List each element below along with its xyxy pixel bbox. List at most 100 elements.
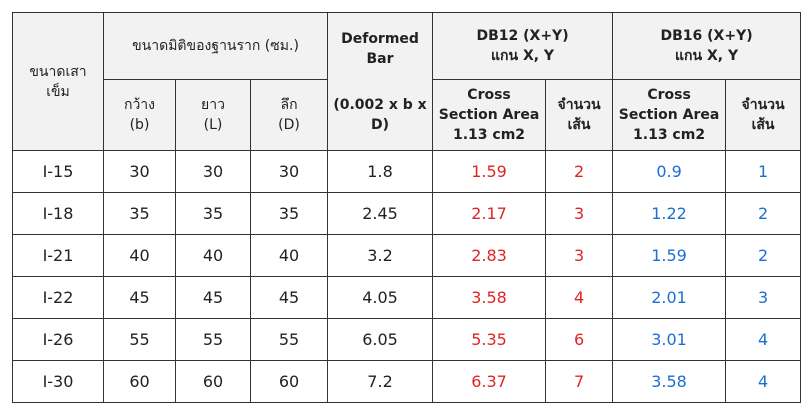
header-line: กว้าง xyxy=(123,97,156,113)
header-line: (D) xyxy=(278,117,300,133)
cell: 3.01 xyxy=(612,318,727,361)
header-cell: Deformed Bar (0.002 x b x D) xyxy=(327,12,434,151)
cell: 55 xyxy=(175,318,251,361)
header-line: ยาว xyxy=(201,97,225,113)
cell: 2 xyxy=(545,150,614,193)
header-cell: ขนาดมิติของฐานราก (ซม.) xyxy=(102,12,329,80)
header-cell: DB16 (X+Y) แกน X, Y xyxy=(612,12,802,80)
cell: 6.37 xyxy=(432,360,547,403)
cell: I-30 xyxy=(12,360,104,403)
cell: 40 xyxy=(103,234,176,277)
cell: 45 xyxy=(103,276,176,319)
data-row: I-30 60 60 60 7.2 6.37 7 3.58 4 xyxy=(12,360,802,403)
header-cell: จำนวนเส้น xyxy=(545,79,614,151)
data-row: I-18 35 35 35 2.45 2.17 3 1.22 2 xyxy=(12,192,802,235)
cell: 30 xyxy=(249,150,329,193)
cell: 1.22 xyxy=(612,192,727,235)
cell: 4 xyxy=(725,318,802,361)
cell: 45 xyxy=(175,276,251,319)
data-row: I-26 55 55 55 6.05 5.35 6 3.01 4 xyxy=(12,318,802,361)
table: ขนาดเสาเข็ม ขนาดมิติของฐานราก (ซม.) Deform… xyxy=(12,12,802,403)
cell: 35 xyxy=(175,192,251,235)
cell: I-15 xyxy=(12,150,104,193)
cell: 55 xyxy=(249,318,329,361)
header-line: (0.002 x b x xyxy=(333,96,427,113)
cell: 3 xyxy=(545,234,614,277)
header-line: Cross xyxy=(467,87,511,103)
header-line: Deformed xyxy=(341,30,419,47)
cell: 60 xyxy=(103,360,176,403)
header-cell: Cross Section Area 1.13 cm2 xyxy=(432,79,547,151)
header-line: เข็ม xyxy=(46,83,70,100)
header-line: แกน X, Y xyxy=(675,48,739,64)
header-line: (L) xyxy=(203,117,223,133)
cell: 1.59 xyxy=(432,150,547,193)
cell: 35 xyxy=(249,192,329,235)
header-line: ขนาดมิติของฐานราก (ซม.) xyxy=(132,38,299,54)
table-body: ขนาดเสาเข็ม ขนาดมิติของฐานราก (ซม.) Deform… xyxy=(12,12,802,403)
cell: 4 xyxy=(725,360,802,403)
cell: 40 xyxy=(175,234,251,277)
cell: 5.35 xyxy=(432,318,547,361)
cell: 2.45 xyxy=(327,192,434,235)
header-row: กว้าง (b) ยาว (L) ลึก (D) Cross Section Area 1.1… xyxy=(13,79,802,151)
cell: 4 xyxy=(545,276,614,319)
cell: 7.2 xyxy=(327,360,434,403)
header-line: จำนวน xyxy=(741,97,785,113)
header-line: ลึก xyxy=(280,97,298,113)
cell: 2.17 xyxy=(432,192,547,235)
cell: 60 xyxy=(175,360,251,403)
header-cell: ขนาดเสาเข็ม xyxy=(12,12,104,151)
header-line: เส้น xyxy=(751,117,775,133)
header-line: Cross xyxy=(647,87,691,103)
cell: 60 xyxy=(249,360,329,403)
header-cell: Cross Section Area 1.13 cm2 xyxy=(612,79,727,151)
cell: 1.8 xyxy=(327,150,434,193)
header-line: Section Area xyxy=(618,107,720,123)
header-line: 1.13 cm2 xyxy=(453,127,526,143)
cell: 2.01 xyxy=(612,276,727,319)
header-cell: ลึก (D) xyxy=(249,79,329,151)
header-cell: DB12 (X+Y) แกน X, Y xyxy=(432,12,614,80)
cell: 3.58 xyxy=(432,276,547,319)
cell: 1 xyxy=(725,150,802,193)
header-line: Bar xyxy=(366,50,394,67)
data-row: I-15 30 30 30 1.8 1.59 2 0.9 1 xyxy=(12,150,802,193)
header-line: Section Area xyxy=(438,107,540,123)
cell: I-18 xyxy=(12,192,104,235)
cell: 0.9 xyxy=(612,150,727,193)
cell: 6.05 xyxy=(327,318,434,361)
cell: 40 xyxy=(249,234,329,277)
cell: 4.05 xyxy=(327,276,434,319)
header-line: (b) xyxy=(129,117,150,133)
cell: I-22 xyxy=(12,276,104,319)
cell: 2 xyxy=(725,192,802,235)
cell: 35 xyxy=(103,192,176,235)
data-row: I-21 40 40 40 3.2 2.83 3 1.59 2 xyxy=(12,234,802,277)
cell: 30 xyxy=(175,150,251,193)
header-cell: จำนวนเส้น xyxy=(725,79,802,151)
header-line: แกน X, Y xyxy=(491,48,555,64)
header-line: จำนวน xyxy=(557,97,601,113)
header-cell: ยาว (L) xyxy=(175,79,251,151)
cell: 3.58 xyxy=(612,360,727,403)
cell: 2.83 xyxy=(432,234,547,277)
header-line: ขนาดเสา xyxy=(29,63,87,80)
cell: I-26 xyxy=(12,318,104,361)
header-line: D) xyxy=(371,116,390,133)
cell: 1.59 xyxy=(612,234,727,277)
cell: 3 xyxy=(725,276,802,319)
header-line: เส้น xyxy=(567,117,591,133)
header-line: DB16 (X+Y) xyxy=(660,28,753,44)
formula: (0.002 x b x D) xyxy=(328,95,432,135)
cell: 6 xyxy=(545,318,614,361)
header-line: 1.13 cm2 xyxy=(633,127,706,143)
cell: 7 xyxy=(545,360,614,403)
cell: I-21 xyxy=(12,234,104,277)
cell: 2 xyxy=(725,234,802,277)
cell: 3 xyxy=(545,192,614,235)
data-row: I-22 45 45 45 4.05 3.58 4 2.01 3 xyxy=(12,276,802,319)
cell: 55 xyxy=(103,318,176,361)
cell: 45 xyxy=(249,276,329,319)
